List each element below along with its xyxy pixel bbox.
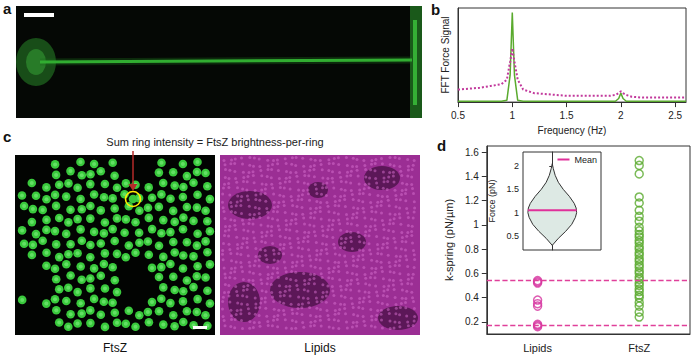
svg-text:FtsZ: FtsZ [103, 341, 127, 355]
svg-text:Frequency (Hz): Frequency (Hz) [538, 125, 607, 136]
svg-text:1.6: 1.6 [465, 147, 479, 158]
svg-text:0.8: 0.8 [465, 244, 479, 255]
svg-text:Sum ring intensity = FtsZ brig: Sum ring intensity = FtsZ brightness-per… [106, 136, 323, 148]
svg-text:1.5: 1.5 [506, 184, 519, 194]
svg-text:0.2: 0.2 [465, 316, 479, 327]
svg-text:d: d [437, 138, 446, 154]
svg-text:1.2: 1.2 [465, 195, 479, 206]
svg-text:1: 1 [510, 110, 516, 121]
svg-text:Lipids: Lipids [523, 342, 552, 354]
svg-text:2: 2 [618, 110, 624, 121]
svg-text:k-spring (pN/µm): k-spring (pN/µm) [443, 199, 455, 281]
svg-text:b: b [431, 1, 440, 18]
svg-text:FtsZ: FtsZ [628, 342, 650, 354]
svg-text:0.5: 0.5 [506, 231, 519, 241]
svg-text:0.6: 0.6 [465, 268, 479, 279]
svg-text:2: 2 [514, 161, 519, 171]
svg-text:1: 1 [473, 219, 479, 230]
svg-text:0.5: 0.5 [451, 110, 465, 121]
svg-text:1.4: 1.4 [465, 171, 479, 182]
svg-text:2.5: 2.5 [668, 110, 682, 121]
svg-text:0.4: 0.4 [465, 292, 479, 303]
svg-text:Force (pN): Force (pN) [487, 179, 497, 222]
svg-text:Lipids: Lipids [304, 341, 335, 355]
svg-text:FFT Force Signal: FFT Force Signal [440, 17, 451, 94]
svg-text:Mean: Mean [574, 155, 597, 165]
svg-text:1: 1 [514, 208, 519, 218]
svg-text:c: c [3, 128, 11, 145]
svg-text:1.5: 1.5 [560, 110, 574, 121]
svg-text:a: a [3, 0, 12, 17]
